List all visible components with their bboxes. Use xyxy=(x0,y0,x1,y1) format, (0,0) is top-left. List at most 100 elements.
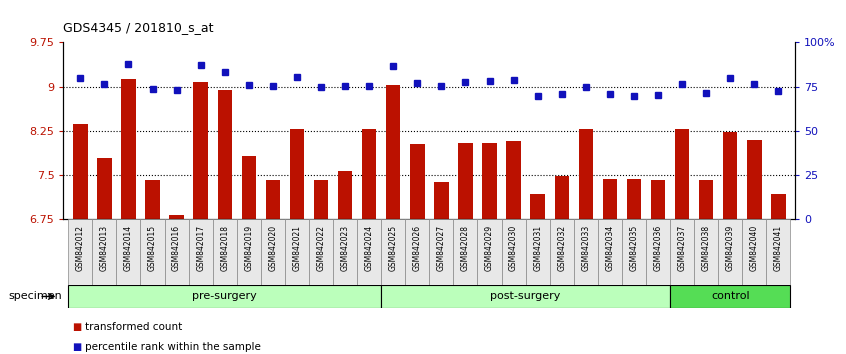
Bar xyxy=(333,219,357,285)
Bar xyxy=(314,180,328,354)
Bar xyxy=(602,179,617,354)
Text: GSM842015: GSM842015 xyxy=(148,225,157,271)
Bar xyxy=(73,124,87,354)
Bar xyxy=(237,219,261,285)
Bar xyxy=(579,129,593,354)
Text: GSM842017: GSM842017 xyxy=(196,225,206,271)
Bar xyxy=(121,79,135,354)
Bar xyxy=(742,219,766,285)
Bar xyxy=(772,194,786,354)
Text: percentile rank within the sample: percentile rank within the sample xyxy=(85,342,261,352)
Bar xyxy=(627,179,641,354)
Bar xyxy=(675,129,689,354)
Bar xyxy=(477,219,502,285)
Bar xyxy=(338,171,352,354)
Bar xyxy=(410,144,425,354)
Bar xyxy=(718,219,742,285)
Bar xyxy=(146,180,160,354)
Text: GSM842035: GSM842035 xyxy=(629,225,639,271)
Bar xyxy=(357,219,382,285)
Text: GSM842012: GSM842012 xyxy=(76,225,85,271)
Bar xyxy=(459,143,473,354)
Bar xyxy=(670,219,694,285)
Text: GSM842018: GSM842018 xyxy=(220,225,229,271)
Bar xyxy=(766,219,790,285)
Bar xyxy=(217,90,232,354)
Bar xyxy=(622,219,646,285)
Text: GSM842037: GSM842037 xyxy=(678,225,687,271)
Bar xyxy=(386,85,400,354)
Text: GSM842041: GSM842041 xyxy=(774,225,783,271)
Text: GSM842033: GSM842033 xyxy=(581,225,591,271)
Bar xyxy=(507,141,521,354)
Text: GSM842019: GSM842019 xyxy=(244,225,253,271)
Text: GSM842036: GSM842036 xyxy=(653,225,662,271)
Bar xyxy=(169,215,184,354)
Text: GSM842034: GSM842034 xyxy=(606,225,614,271)
Bar xyxy=(261,219,285,285)
Text: GSM842016: GSM842016 xyxy=(172,225,181,271)
Bar xyxy=(285,219,309,285)
Bar xyxy=(97,158,112,354)
Bar xyxy=(574,219,598,285)
Bar xyxy=(165,219,189,285)
Text: GSM842023: GSM842023 xyxy=(341,225,349,271)
Bar xyxy=(242,156,256,354)
Text: GSM842013: GSM842013 xyxy=(100,225,109,271)
Bar xyxy=(382,285,670,308)
Text: GSM842039: GSM842039 xyxy=(726,225,734,271)
Text: specimen: specimen xyxy=(8,291,63,301)
Bar xyxy=(699,180,713,354)
Bar xyxy=(525,219,550,285)
Bar xyxy=(362,129,376,354)
Text: post-surgery: post-surgery xyxy=(491,291,561,302)
Text: GSM842014: GSM842014 xyxy=(124,225,133,271)
Bar xyxy=(554,176,569,354)
Bar xyxy=(266,180,280,354)
Text: GSM842031: GSM842031 xyxy=(533,225,542,271)
Text: control: control xyxy=(711,291,750,302)
Bar xyxy=(530,194,545,354)
Text: GSM842024: GSM842024 xyxy=(365,225,374,271)
Text: GDS4345 / 201810_s_at: GDS4345 / 201810_s_at xyxy=(63,21,214,34)
Bar xyxy=(405,219,429,285)
Text: GSM842020: GSM842020 xyxy=(268,225,277,271)
Text: GSM842021: GSM842021 xyxy=(293,225,301,271)
Bar xyxy=(69,285,382,308)
Bar xyxy=(429,219,453,285)
Text: GSM842026: GSM842026 xyxy=(413,225,422,271)
Text: GSM842027: GSM842027 xyxy=(437,225,446,271)
Bar xyxy=(92,219,117,285)
Bar xyxy=(502,219,525,285)
Text: GSM842040: GSM842040 xyxy=(750,225,759,271)
Bar xyxy=(212,219,237,285)
Bar xyxy=(289,129,305,354)
Bar xyxy=(694,219,718,285)
Bar xyxy=(723,132,738,354)
Bar xyxy=(651,180,665,354)
Text: GSM842030: GSM842030 xyxy=(509,225,518,271)
Bar xyxy=(309,219,333,285)
Bar xyxy=(69,219,92,285)
Bar xyxy=(189,219,212,285)
Text: ■: ■ xyxy=(72,322,81,332)
Text: pre-surgery: pre-surgery xyxy=(192,291,257,302)
Bar xyxy=(646,219,670,285)
Text: GSM842038: GSM842038 xyxy=(701,225,711,271)
Bar xyxy=(453,219,477,285)
Text: GSM842022: GSM842022 xyxy=(316,225,326,271)
Bar xyxy=(670,285,790,308)
Text: ■: ■ xyxy=(72,342,81,352)
Text: transformed count: transformed count xyxy=(85,322,182,332)
Text: GSM842025: GSM842025 xyxy=(388,225,398,271)
Bar xyxy=(117,219,140,285)
Bar xyxy=(140,219,165,285)
Bar xyxy=(598,219,622,285)
Bar xyxy=(194,82,208,354)
Bar xyxy=(382,219,405,285)
Text: GSM842032: GSM842032 xyxy=(558,225,566,271)
Bar xyxy=(747,140,761,354)
Bar xyxy=(550,219,574,285)
Text: GSM842029: GSM842029 xyxy=(485,225,494,271)
Text: GSM842028: GSM842028 xyxy=(461,225,470,271)
